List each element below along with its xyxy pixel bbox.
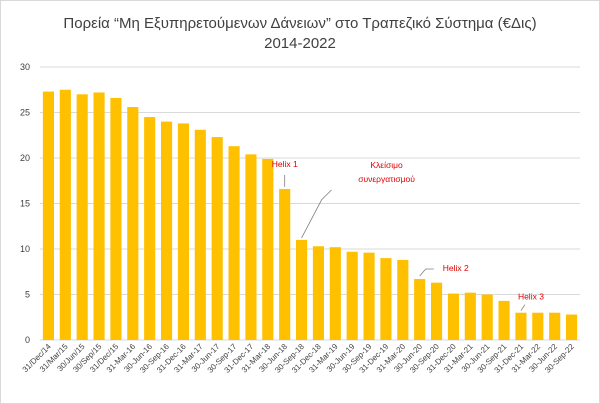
bar xyxy=(312,246,325,340)
y-tick-label: 5 xyxy=(25,290,30,300)
bar xyxy=(532,312,544,340)
bar xyxy=(144,117,156,340)
bar xyxy=(279,188,291,340)
bar xyxy=(295,239,308,340)
bar xyxy=(93,92,105,340)
y-tick-label: 20 xyxy=(20,153,30,163)
y-tick-label: 15 xyxy=(20,199,30,209)
annotation-text: Helix 3 xyxy=(518,292,544,302)
chart-subtitle: 2014-2022 xyxy=(264,35,336,52)
y-tick-label: 30 xyxy=(20,62,30,72)
y-tick-label: 25 xyxy=(20,108,30,118)
annotation-leader xyxy=(301,189,332,239)
bar xyxy=(549,312,561,340)
bar xyxy=(430,282,443,340)
bar xyxy=(515,312,527,340)
bar xyxy=(127,107,139,340)
bar xyxy=(211,137,223,340)
annotation-text: Helix 1 xyxy=(272,159,298,169)
annotation-text: Helix 2 xyxy=(443,263,469,273)
chart-title: Πορεία “Μη Εξυπηρετούμενων Δάνειων” στο … xyxy=(63,15,536,32)
annotation-text: Κλείσιμο xyxy=(370,160,403,170)
bar xyxy=(262,158,274,340)
bar xyxy=(447,293,460,340)
bar xyxy=(177,123,190,340)
bar xyxy=(76,94,88,340)
bar xyxy=(363,252,375,340)
bar xyxy=(42,91,55,340)
y-tick-label: 0 xyxy=(25,335,30,345)
bar xyxy=(245,154,257,340)
bar xyxy=(110,97,122,340)
bar xyxy=(194,129,206,340)
bar xyxy=(380,258,392,340)
bar xyxy=(329,247,341,340)
bar xyxy=(346,251,358,340)
bar xyxy=(397,259,409,340)
bar xyxy=(414,279,426,340)
bar xyxy=(160,121,173,340)
annotation-text: συνεργατισμού xyxy=(358,174,415,184)
bar xyxy=(59,89,71,340)
annotation-leader xyxy=(520,304,526,311)
bar xyxy=(565,314,578,340)
bar xyxy=(464,292,476,340)
y-tick-label: 10 xyxy=(20,244,30,254)
bar xyxy=(228,146,240,340)
bar xyxy=(481,294,493,340)
bar xyxy=(498,300,510,340)
annotation-leader xyxy=(419,268,434,277)
